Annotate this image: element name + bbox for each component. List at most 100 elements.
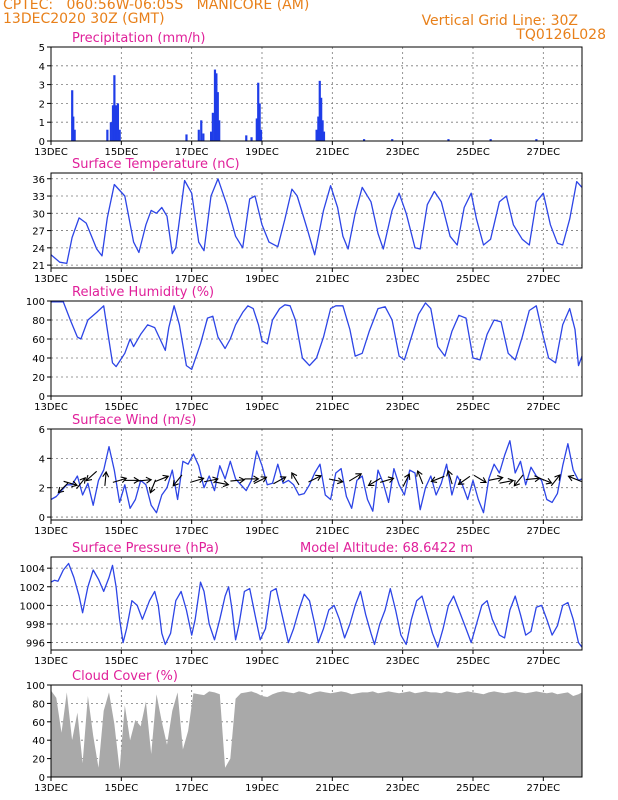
x-tick-label: 21DEC (315, 526, 349, 537)
y-tick-label: 100 (26, 681, 45, 692)
x-tick-label: 23DEC (386, 402, 420, 413)
y-tick-label: 80 (32, 699, 45, 710)
x-tick-label: 25DEC (456, 274, 490, 285)
x-tick-label: 17DEC (175, 147, 209, 158)
precip-bar (210, 131, 213, 141)
panel-frame (50, 684, 583, 778)
wind-arrow-head (513, 479, 520, 487)
wind-arrow-head (197, 476, 205, 484)
y-tick-label: 30 (32, 209, 45, 220)
header-run-date: 13DEC2020 30Z (GMT) (3, 11, 165, 27)
wind-arrow (148, 479, 157, 494)
x-tick-label: 19DEC (245, 274, 279, 285)
wind-arrow-shaft (431, 475, 445, 483)
wind-arrow (402, 473, 411, 487)
panel-frame (50, 46, 583, 142)
y-tick-label: 0 (39, 773, 45, 784)
wind-arrow-head (85, 474, 93, 482)
x-tick-label: 15DEC (104, 656, 138, 667)
y-tick-label: 1000 (20, 601, 45, 612)
x-tick-label: 27DEC (526, 274, 560, 285)
y-tick-label: 998 (26, 620, 45, 631)
wind-arrow (155, 474, 170, 483)
wind-arrow (379, 476, 395, 484)
wind-arrow (63, 480, 79, 488)
wind-arrow-head (260, 476, 268, 483)
wind-arrow-shaft (149, 479, 157, 493)
wind-arrow-shaft (525, 477, 540, 481)
y-tick-label: 40 (32, 736, 45, 747)
x-tick-label: 13DEC (34, 783, 68, 794)
x-tick-label: 17DEC (175, 656, 209, 667)
wind-arrow-head (145, 476, 153, 484)
precip-bar (185, 134, 188, 141)
wind-arrow (253, 476, 268, 484)
precip-bar (245, 135, 248, 141)
wind-arrow-shaft (214, 481, 229, 486)
precip-bar (315, 129, 318, 141)
y-tick-label: 3 (39, 81, 45, 92)
wind-arrow (137, 476, 153, 484)
header-model-code: TQ0126L028 (516, 27, 606, 43)
wind-arrow (214, 480, 230, 488)
wind-arrow (416, 469, 424, 485)
precip-bar (215, 73, 218, 141)
x-tick-label: 15DEC (104, 147, 138, 158)
wind-arrow-shaft (112, 477, 127, 483)
precip-bar (321, 120, 324, 141)
wind-arrow (446, 469, 453, 485)
wind-arrow-shaft (190, 477, 204, 483)
x-tick-label: 25DEC (456, 147, 490, 158)
precip-bar (489, 139, 492, 141)
wind-arrow-head (279, 476, 287, 483)
x-tick-label: 19DEC (245, 656, 279, 667)
y-tick-label: 5 (39, 43, 45, 54)
panel-frame (50, 428, 583, 521)
wind-arrow-shaft (328, 478, 343, 483)
precip-bar (118, 129, 121, 141)
precip-bar (197, 129, 200, 141)
x-tick-label: 13DEC (34, 274, 68, 285)
precip-bar (115, 105, 118, 141)
wind-arrow-head (337, 477, 344, 485)
precip-bar (250, 137, 253, 141)
wind-arrow-head (507, 477, 515, 485)
precip-bar (200, 120, 203, 141)
wind-arrow (230, 476, 246, 484)
wind-arrow-head (404, 473, 411, 480)
wind-arrow-head (446, 469, 453, 477)
precip-bar (391, 139, 394, 141)
y-tick-label: 21 (32, 261, 45, 272)
wind-arrow-shaft (488, 476, 503, 481)
wind-arrow (567, 474, 582, 483)
y-tick-label: 33 (32, 192, 45, 203)
x-tick-label: 23DEC (386, 783, 420, 794)
model-altitude-label: Model Altitude: 68.6422 m (300, 541, 473, 556)
x-tick-label: 17DEC (175, 783, 209, 794)
wind-arrow (291, 471, 300, 486)
wind-arrow-shaft (155, 475, 169, 483)
x-tick-label: 25DEC (456, 783, 490, 794)
y-tick-label: 20 (32, 373, 45, 384)
wind-arrow-head (162, 474, 170, 482)
x-tick-label: 15DEC (104, 783, 138, 794)
wind-arrow-shaft (253, 476, 267, 484)
x-tick-label: 27DEC (526, 526, 560, 537)
wind-arrow (244, 475, 260, 483)
x-tick-label: 17DEC (175, 402, 209, 413)
wind-arrow (328, 477, 344, 485)
panel-title: Cloud Cover (%) (72, 669, 178, 684)
panel-precipitation: 0 1 2 3 4 5 13DEC 15DEC 17DEC 19DEC 21DEC 23DEC 25DE… (34, 31, 583, 158)
precip-bar (106, 129, 109, 141)
y-tick-label: 0 (39, 392, 45, 403)
wind-arrow-head (71, 480, 79, 488)
wind-arrow-head (222, 480, 230, 488)
wind-arrow-head (387, 476, 395, 484)
y-tick-label: 1002 (20, 583, 45, 594)
wind-arrow (190, 476, 205, 484)
wind-arrow (367, 477, 381, 486)
y-tick-label: 80 (32, 316, 45, 327)
precip-bar (258, 103, 261, 141)
wind-arrow-head (497, 475, 504, 482)
temperature-series-line (50, 178, 583, 265)
